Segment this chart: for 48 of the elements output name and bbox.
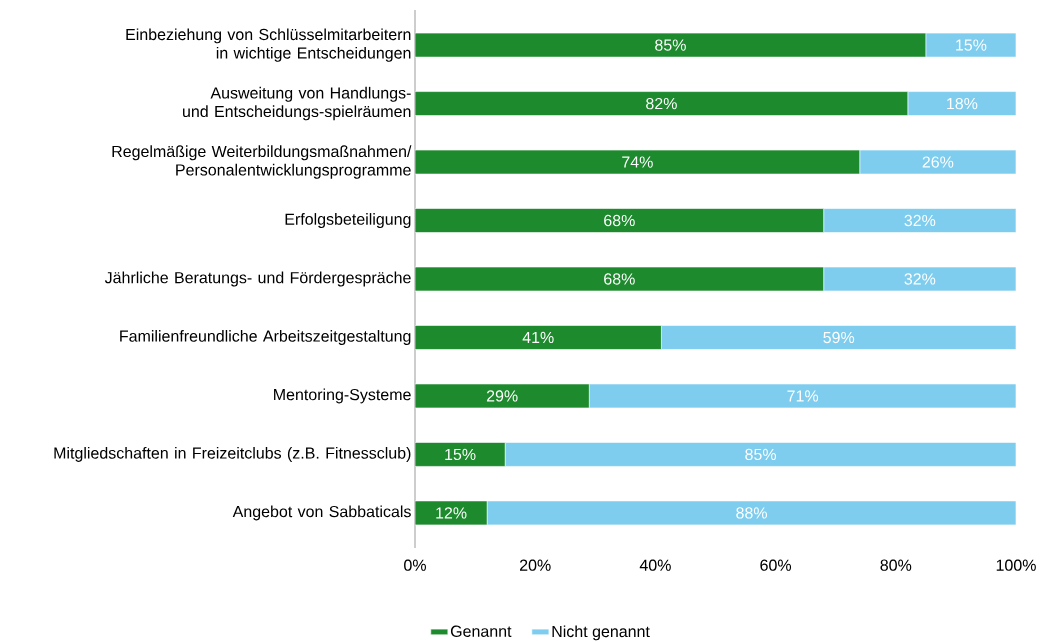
data-label: 32% [904, 273, 936, 285]
x-tick-label: 60% [760, 559, 792, 571]
x-tick-label: 20% [519, 559, 551, 571]
bar [823, 207, 1016, 233]
data-label: 82% [646, 97, 677, 109]
data-label: 18% [947, 97, 978, 109]
data-label: 41% [522, 331, 554, 343]
data-label: 15% [445, 448, 476, 460]
y-tick-label: Regelmäßige Weiterbildungsmaßnahmen/Personalentwicklungsprogramme [112, 145, 412, 179]
bar [661, 324, 1016, 350]
x-tick-label: 0% [404, 559, 426, 571]
x-tick-label: 100% [996, 559, 1036, 571]
y-tick-label: Ausweitung von Handlungs- und Entscheidungs-spielräumen [183, 86, 411, 121]
data-label: 68% [604, 214, 635, 226]
bar [415, 32, 927, 58]
data-label: 29% [486, 390, 518, 402]
y-tick-label: Mentoring-Systeme [274, 388, 411, 404]
bar [415, 207, 824, 233]
bar [486, 500, 1016, 525]
bar [504, 441, 1016, 467]
bar [415, 149, 861, 175]
y-tick-label: Familienfreundliche Arbeitszeitgestaltung [120, 329, 411, 345]
data-label: 85% [745, 448, 777, 460]
y-tick-label: Jährliche Beratungs- und Fördergespräche [104, 271, 411, 287]
x-tick-label: 80% [880, 559, 912, 571]
bar [415, 266, 824, 292]
data-label: 74% [622, 156, 653, 168]
data-label: 32% [904, 214, 936, 226]
legend-label: Nicht genannt [552, 625, 650, 641]
data-label: 15% [956, 39, 987, 51]
data-label: 85% [655, 39, 686, 51]
y-tick-label: Erfolgsbeteiligung [285, 212, 411, 228]
data-label: 71% [787, 390, 819, 402]
y-tick-label: Mitgliedschaften in Freizeitclubs (z.B. Fitnessclub) [54, 446, 411, 462]
bar [415, 324, 662, 350]
data-label: 59% [823, 331, 855, 343]
legend-label: Genannt [450, 625, 512, 637]
data-label: 68% [604, 273, 635, 285]
x-tick-label: 40% [639, 559, 671, 571]
data-label: 12% [436, 507, 467, 519]
y-tick-label: Einbeziehung von Schlüsselmitarbeitern in wichtige Entscheidungen [126, 28, 411, 62]
bar [415, 91, 909, 116]
data-label: 88% [736, 507, 768, 519]
bar [588, 383, 1016, 409]
data-label: 26% [922, 156, 954, 168]
bar [415, 441, 506, 467]
y-tick-label: Angebot von Sabbaticals [232, 505, 411, 521]
bar [907, 91, 1016, 116]
